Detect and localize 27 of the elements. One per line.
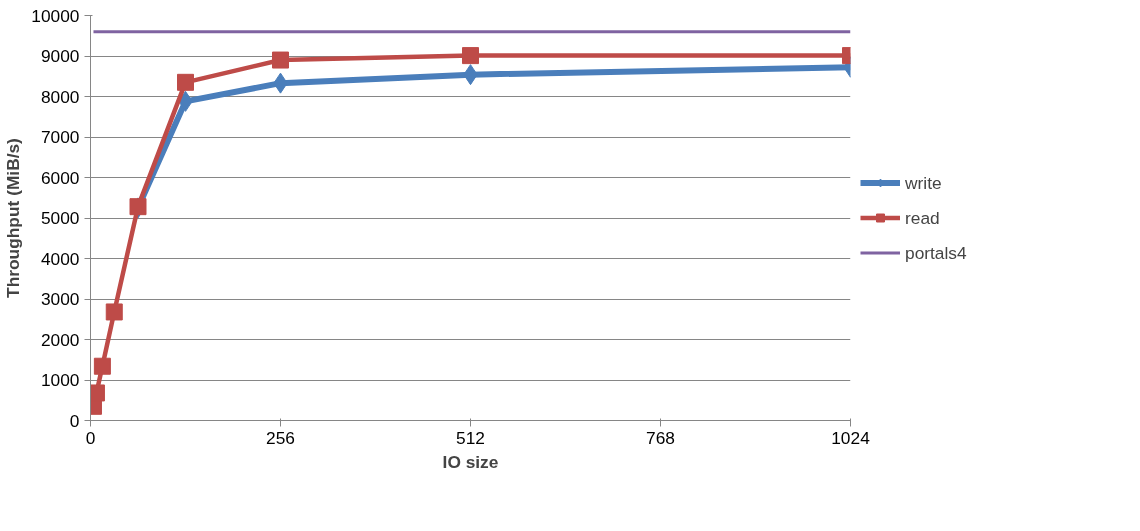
x-tick-label: 256 [266,427,295,448]
point [105,303,123,321]
y-tick-label: 9000 [40,46,80,66]
y-tick-label: 3000 [40,289,80,309]
y-tick-label: 1000 [40,370,80,390]
legend-label: read [905,207,940,228]
x-tick-label: 512 [456,427,485,448]
point [462,47,479,65]
y-tick-label: 7000 [40,127,80,147]
y-tick-label: 6000 [40,167,80,188]
y-tick-label: 8000 [40,86,80,107]
y-tick-label: 0 [69,410,80,431]
x-tick-label: 768 [646,427,675,448]
y-tick-label: 5000 [40,208,80,228]
x-tick-label: 1024 [831,427,871,448]
y-tick-label: 4000 [40,248,80,269]
point [177,73,194,91]
legend-label: write [905,172,942,193]
legend-label: portals4 [905,242,967,263]
y-tick-label: 2000 [40,329,80,350]
point [272,51,289,69]
x-tick-label: 0 [85,427,96,448]
point [90,384,105,402]
x-axis-title: IO size [442,451,499,472]
point [93,357,111,375]
y-axis-title: Throughput (MiB/s) [3,138,24,298]
y-tick-label: 10000 [31,5,80,26]
